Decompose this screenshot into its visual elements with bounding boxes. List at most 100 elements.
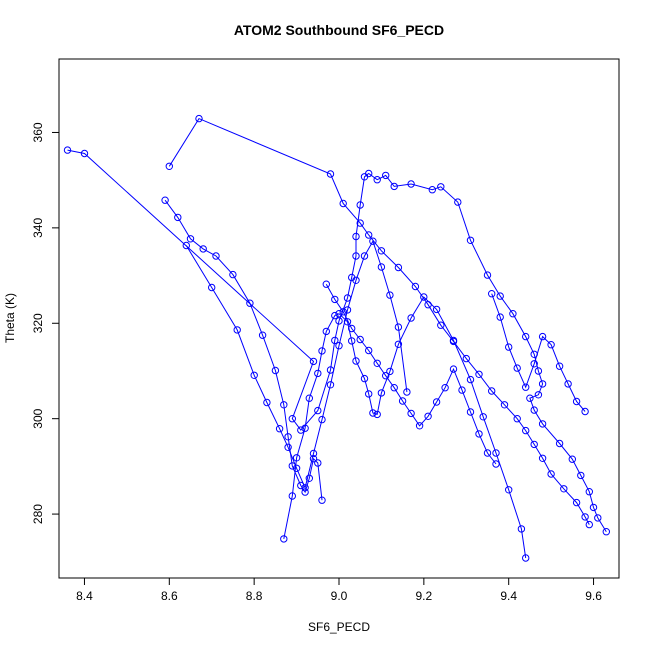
data-point <box>258 331 267 339</box>
data-point <box>522 426 530 435</box>
data-point <box>339 199 347 208</box>
data-point <box>420 293 428 301</box>
data-point <box>369 409 377 417</box>
x-tick-label: 9.6 <box>585 589 602 603</box>
data-point <box>356 201 364 209</box>
data-point <box>314 406 322 415</box>
x-tick-label: 8.8 <box>246 589 263 603</box>
data-point <box>568 455 576 463</box>
data-point <box>314 369 322 378</box>
data-point <box>547 470 555 478</box>
data-point <box>373 410 381 419</box>
series-line <box>185 239 408 490</box>
y-tick-label: 340 <box>31 218 45 238</box>
data-point <box>339 308 347 316</box>
data-point <box>335 310 343 318</box>
series-6 <box>322 280 500 468</box>
data-point <box>522 332 530 341</box>
data-point <box>398 397 407 405</box>
data-point <box>437 321 445 329</box>
data-point <box>555 439 564 448</box>
data-point <box>305 474 313 482</box>
data-point <box>343 306 352 314</box>
data-point <box>292 464 301 472</box>
data-point <box>280 535 288 543</box>
data-point <box>326 381 335 389</box>
data-point <box>530 440 538 449</box>
data-point <box>437 183 445 191</box>
data-point <box>331 311 339 320</box>
data-point <box>394 323 403 331</box>
data-point <box>331 295 339 304</box>
data-point <box>475 430 483 438</box>
data-point <box>365 169 373 178</box>
data-point <box>449 336 458 345</box>
y-tick-label: 280 <box>31 504 45 524</box>
data-point <box>475 370 483 378</box>
data-point <box>492 460 500 468</box>
data-point <box>538 380 547 388</box>
data-point <box>466 236 475 245</box>
data-point <box>292 454 301 462</box>
series-line <box>283 296 527 559</box>
data-point <box>284 433 292 441</box>
data-point <box>373 359 381 367</box>
data-point <box>365 346 373 355</box>
y-axis-label: Theta (K) <box>3 293 17 343</box>
series-line <box>67 149 607 532</box>
data-point <box>377 247 386 255</box>
data-point <box>458 386 466 394</box>
data-point <box>301 424 309 432</box>
data-point <box>500 401 509 409</box>
data-point <box>534 391 543 399</box>
data-point <box>305 394 313 402</box>
x-tick-label: 9.4 <box>500 589 517 603</box>
data-point <box>407 314 415 322</box>
data-point <box>365 390 373 398</box>
x-axis-label: SF6_PECD <box>308 620 370 634</box>
data-point <box>538 332 547 341</box>
data-point <box>318 347 326 355</box>
data-point <box>373 176 381 184</box>
series-4 <box>182 237 411 492</box>
data-point <box>263 398 271 407</box>
data-point <box>581 513 589 521</box>
data-point <box>335 317 343 325</box>
data-point <box>572 397 581 406</box>
data-point <box>288 415 296 423</box>
data-point <box>585 520 593 529</box>
data-point <box>174 213 182 222</box>
data-point <box>581 407 589 416</box>
series-5 <box>280 293 530 562</box>
data-point <box>394 263 403 272</box>
data-point <box>589 503 598 512</box>
data-point <box>326 170 335 178</box>
data-point <box>538 420 547 428</box>
data-point <box>348 337 356 345</box>
data-point <box>343 318 352 326</box>
data-point <box>488 290 496 298</box>
data-point <box>80 149 89 158</box>
data-point <box>309 357 318 366</box>
data-point <box>577 471 585 480</box>
data-point <box>479 413 487 421</box>
data-point <box>377 389 386 397</box>
series-line <box>168 117 590 525</box>
data-point <box>572 498 581 507</box>
data-point <box>233 326 241 334</box>
data-point <box>407 409 415 418</box>
data-point <box>63 146 72 154</box>
data-point <box>195 114 203 123</box>
data-point <box>318 496 326 504</box>
series-layer <box>63 114 610 562</box>
data-point <box>415 422 424 430</box>
data-point <box>560 485 568 493</box>
data-point <box>564 380 572 388</box>
data-point <box>505 486 513 494</box>
data-point <box>288 492 296 500</box>
data-point <box>348 324 356 333</box>
data-point <box>365 231 373 239</box>
data-point <box>165 162 174 171</box>
